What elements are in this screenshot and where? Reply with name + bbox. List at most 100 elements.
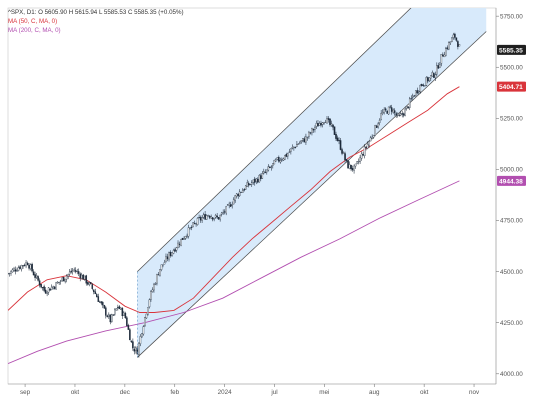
candle-body [275, 159, 277, 162]
candle-body [308, 131, 310, 137]
candle-body [55, 282, 57, 290]
candle-body [108, 314, 110, 317]
candle-body [315, 123, 318, 127]
candle-body [368, 141, 370, 146]
candle-body [362, 153, 364, 156]
candle-body [189, 227, 191, 229]
candle-body [177, 242, 179, 249]
candle-body [148, 299, 151, 308]
x-tick-label: nov [469, 389, 480, 396]
candle-body [105, 307, 107, 316]
candle-body [281, 159, 283, 161]
candle-body [431, 72, 434, 77]
candle-body [80, 274, 83, 279]
candle-body [205, 215, 208, 220]
candle-body [360, 153, 363, 159]
candle-body [94, 291, 97, 295]
candle-body [40, 284, 42, 288]
candle-body [64, 278, 66, 282]
candle-body [82, 274, 85, 280]
candle-body [31, 263, 33, 272]
y-tick-label: 5500.00 [500, 64, 523, 71]
candle-body [79, 273, 81, 279]
candle-body [318, 123, 321, 126]
y-axis: 5750.00 5500.00 5250.00 5000.00 4750.00 4500.… [495, 8, 523, 384]
candle-body [29, 264, 32, 269]
candle-body [59, 280, 62, 282]
candle-body [46, 292, 48, 294]
candle-body [226, 204, 229, 206]
candle-body [312, 129, 315, 131]
candle-body [404, 108, 407, 117]
candle-body [380, 113, 382, 120]
channel-upper-line [137, 8, 412, 272]
candle-body [62, 276, 65, 282]
candle-body [261, 173, 264, 179]
candle-body [17, 267, 20, 271]
candle-body [49, 288, 51, 291]
candle-body [68, 271, 71, 275]
candle-body [217, 217, 220, 220]
candle-body [324, 121, 327, 123]
candle-body [311, 128, 313, 134]
candle-body [256, 178, 259, 183]
candle-body [433, 72, 435, 78]
candle-body [344, 153, 346, 161]
candle-body [117, 307, 119, 309]
candle-body [278, 157, 280, 162]
candle-body [139, 336, 142, 344]
candle-body [244, 185, 247, 190]
candle-body [166, 256, 169, 260]
candle-body [300, 140, 303, 142]
candle-body [180, 238, 182, 246]
candle-body [299, 142, 301, 144]
candle-body [52, 286, 54, 289]
candle-body [276, 157, 279, 160]
candle-body [156, 274, 158, 284]
candle-body [250, 182, 253, 185]
candle-body [238, 191, 241, 197]
candle-body [56, 282, 59, 284]
ohlc-header: ^SPX, D1: O 5605.90 H 5615.94 L 5585.53 … [8, 9, 184, 16]
candle-body [169, 251, 172, 256]
candle-body [410, 98, 413, 100]
candle-body [372, 135, 375, 138]
candle-body [332, 124, 334, 128]
candle-body [171, 252, 173, 256]
candle-body [160, 264, 163, 270]
candle-body [381, 112, 384, 114]
candle-body [216, 215, 218, 218]
candle-body [305, 136, 307, 143]
candle-body [365, 146, 367, 148]
candle-body [147, 307, 149, 315]
candle-body [106, 315, 109, 318]
candle-body [424, 85, 426, 87]
candle-body [417, 91, 420, 93]
candle-body [89, 282, 92, 285]
candle-body [229, 204, 232, 207]
candle-body [309, 132, 312, 134]
candle-body [187, 227, 190, 237]
candle-body [375, 125, 378, 128]
candle-body [458, 44, 461, 47]
candle-body [393, 110, 396, 113]
candle-body [396, 113, 399, 116]
candle-body [22, 265, 24, 267]
candle-body [338, 140, 340, 142]
candle-body [419, 84, 422, 93]
legend: ^SPX, D1: O 5605.90 H 5615.94 L 5585.53 … [8, 8, 184, 35]
price-badge-label: 5585.35 [499, 47, 523, 54]
candle-body [168, 252, 170, 260]
candle-body [428, 77, 431, 82]
candle-body [114, 309, 116, 315]
candle-body [326, 117, 328, 124]
candle-body [112, 314, 115, 316]
candle-body [351, 168, 354, 171]
candle-body [240, 191, 242, 193]
candle-body [8, 273, 9, 275]
candle-body [377, 123, 379, 128]
candle-body [199, 217, 202, 221]
candle-body [222, 212, 224, 214]
